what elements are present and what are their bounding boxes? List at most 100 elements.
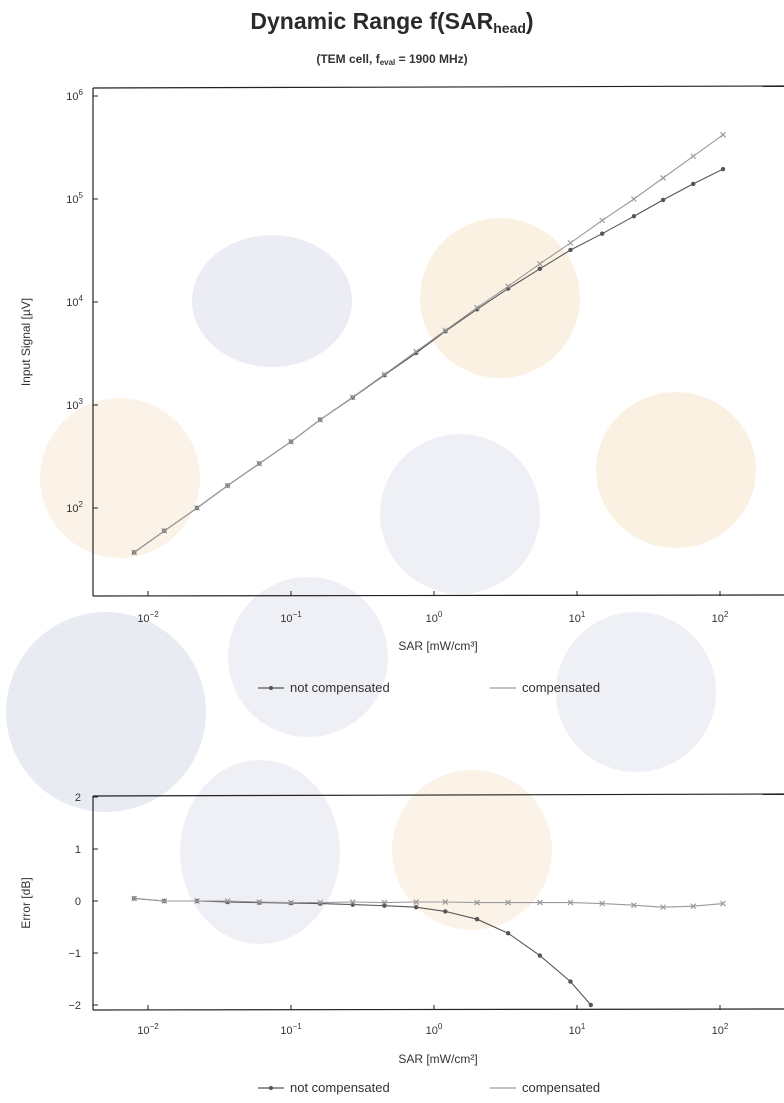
x-tick-label: 101 bbox=[569, 1022, 586, 1037]
data-point-compensated bbox=[599, 900, 606, 907]
data-point-compensated bbox=[690, 903, 697, 910]
y-tick-label: 2 bbox=[75, 792, 81, 804]
watermark-circle bbox=[380, 434, 540, 594]
data-point-compensated bbox=[381, 371, 388, 378]
bottom-chart-bottom-axis bbox=[92, 1008, 784, 1011]
data-point-not-compensated bbox=[599, 231, 605, 236]
watermark-circle bbox=[420, 218, 580, 378]
y-tick-label: −1 bbox=[68, 948, 81, 960]
data-point-compensated bbox=[256, 899, 263, 905]
x-tick-label: 10−1 bbox=[280, 610, 302, 625]
data-point-compensated bbox=[630, 196, 637, 202]
y-tick-label: 104 bbox=[66, 294, 83, 309]
data-point-not-compensated bbox=[443, 909, 448, 914]
watermark-circle bbox=[180, 760, 340, 944]
y-tick-label: 105 bbox=[66, 191, 83, 206]
data-point-not-compensated bbox=[505, 931, 511, 936]
data-point-compensated bbox=[317, 899, 324, 906]
x-tick-label: 100 bbox=[426, 1022, 443, 1037]
y-tick-label: −2 bbox=[68, 1000, 81, 1012]
x-tick-label: 10−2 bbox=[137, 610, 159, 625]
top-chart-top-border bbox=[92, 85, 784, 89]
legend-marker-not-compensated bbox=[269, 1086, 273, 1090]
data-point-compensated bbox=[660, 175, 667, 181]
data-point-compensated bbox=[536, 260, 543, 267]
legend-label-not-compensated: not compensated bbox=[290, 1080, 390, 1095]
data-point-compensated bbox=[224, 482, 231, 489]
data-point-compensated bbox=[349, 394, 356, 401]
x-axis-label: SAR [mW/cm²] bbox=[398, 1052, 477, 1066]
data-point-compensated bbox=[442, 327, 449, 334]
y-tick-label: 102 bbox=[66, 500, 83, 515]
x-tick-label: 102 bbox=[712, 1022, 729, 1037]
data-point-compensated bbox=[660, 904, 667, 911]
data-point-compensated bbox=[194, 505, 200, 511]
data-point-compensated bbox=[161, 898, 168, 904]
x-tick-label: 101 bbox=[569, 610, 586, 625]
watermark-circle bbox=[228, 577, 388, 737]
watermark-circle bbox=[596, 392, 756, 548]
data-point-compensated bbox=[381, 899, 388, 906]
data-point-not-compensated bbox=[568, 247, 573, 253]
data-point-compensated bbox=[442, 899, 449, 905]
x-tick-label: 100 bbox=[426, 610, 443, 625]
data-point-compensated bbox=[505, 899, 512, 906]
data-point-compensated bbox=[413, 348, 420, 355]
bottom-chart-top-border bbox=[92, 793, 784, 797]
legend-label-compensated: compensated bbox=[522, 680, 600, 695]
data-point-not-compensated bbox=[660, 197, 666, 203]
data-point-not-compensated bbox=[568, 979, 573, 984]
data-point-compensated bbox=[630, 902, 637, 909]
top-chart-bottom-axis bbox=[92, 594, 784, 597]
data-point-compensated bbox=[474, 304, 480, 311]
data-point-not-compensated bbox=[537, 266, 543, 272]
y-tick-label: 1 bbox=[75, 844, 81, 856]
data-point-compensated bbox=[194, 898, 200, 904]
legend-label-not-compensated: not compensated bbox=[290, 680, 390, 695]
data-point-compensated bbox=[474, 899, 480, 906]
y-tick-label: 103 bbox=[66, 397, 83, 412]
series-line-not-compensated bbox=[134, 897, 592, 1006]
watermark-circle bbox=[40, 398, 200, 558]
data-point-compensated bbox=[536, 899, 543, 906]
chart-title: Dynamic Range f(SARhead) bbox=[250, 8, 534, 36]
data-point-not-compensated bbox=[474, 917, 480, 922]
data-point-compensated bbox=[567, 239, 574, 246]
y-tick-label: 0 bbox=[75, 896, 81, 908]
data-point-not-compensated bbox=[537, 953, 543, 958]
watermark-circle bbox=[392, 770, 552, 930]
y-tick-label: 106 bbox=[66, 88, 83, 103]
watermark-circle bbox=[556, 612, 716, 772]
y-axis-label: Error [dB] bbox=[19, 877, 33, 928]
data-point-compensated bbox=[413, 899, 420, 905]
data-point-compensated bbox=[131, 549, 138, 556]
data-point-not-compensated bbox=[588, 1002, 594, 1008]
data-point-compensated bbox=[224, 898, 231, 904]
y-axis-label: Input Signal [µV] bbox=[19, 298, 33, 386]
series-line-compensated bbox=[133, 134, 724, 553]
data-point-compensated bbox=[505, 283, 512, 290]
data-point-compensated bbox=[567, 899, 574, 906]
series-line-not-compensated bbox=[133, 168, 724, 553]
data-point-compensated bbox=[599, 217, 606, 224]
data-point-not-compensated bbox=[382, 903, 387, 908]
x-tick-label: 102 bbox=[712, 610, 729, 625]
data-point-compensated bbox=[317, 416, 324, 423]
x-tick-label: 10−2 bbox=[137, 1022, 159, 1037]
data-point-compensated bbox=[288, 899, 294, 906]
watermark-circle bbox=[6, 612, 206, 812]
data-point-compensated bbox=[720, 131, 726, 138]
legend-label-compensated: compensated bbox=[522, 1080, 600, 1095]
series-line-compensated bbox=[134, 897, 724, 908]
data-point-compensated bbox=[349, 899, 356, 905]
data-point-compensated bbox=[690, 153, 697, 160]
data-point-compensated bbox=[161, 527, 168, 534]
legend-marker-not-compensated bbox=[269, 686, 273, 690]
data-point-compensated bbox=[720, 900, 726, 907]
watermark-circle bbox=[192, 235, 352, 367]
data-point-compensated bbox=[288, 438, 294, 445]
chart-subtitle: (TEM cell, feval = 1900 MHz) bbox=[316, 52, 468, 67]
data-point-not-compensated bbox=[691, 181, 696, 187]
data-point-compensated bbox=[256, 460, 263, 467]
